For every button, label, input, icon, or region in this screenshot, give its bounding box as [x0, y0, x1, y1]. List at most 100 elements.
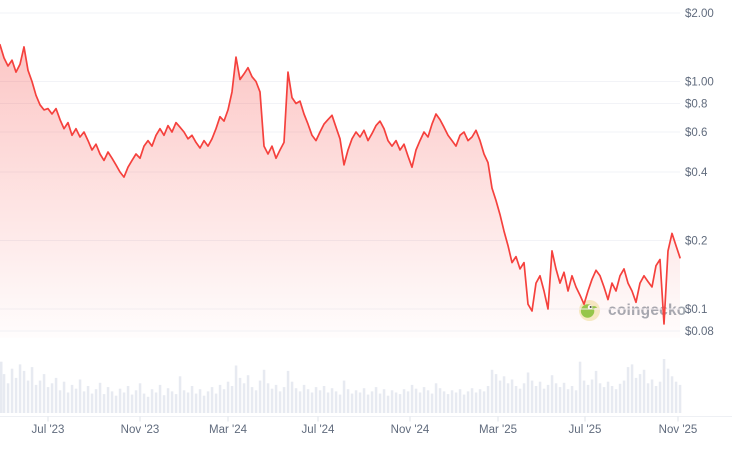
volume-bar [642, 369, 646, 413]
volume-bar [486, 386, 490, 413]
volume-bar [414, 388, 418, 413]
volume-bar [70, 384, 74, 413]
volume-bar [42, 374, 46, 413]
volume-bar [494, 374, 498, 413]
volume-bar [606, 381, 610, 413]
x-axis-label: Nov '24 [391, 424, 430, 436]
x-axis-label: Nov '23 [121, 424, 160, 436]
volume-bar [346, 389, 350, 413]
volume-bar [82, 391, 86, 413]
volume-bar [614, 389, 618, 413]
volume-bar [646, 383, 650, 413]
volume-bar [662, 359, 666, 413]
volume-bar [670, 376, 674, 413]
volume-bar [526, 372, 530, 413]
volume-bar [370, 391, 374, 413]
price-line [0, 43, 681, 325]
volume-bar [170, 391, 174, 413]
volume-bar [0, 361, 3, 413]
volume-bar [306, 389, 310, 413]
volume-bar [54, 377, 58, 413]
volume-bar [402, 389, 406, 413]
volume-bar [130, 394, 134, 413]
volume-bar [182, 390, 186, 413]
y-axis-label: $0.1 [685, 304, 707, 316]
volume-bar [2, 374, 6, 413]
volume-bar [94, 389, 98, 413]
volume-bar [518, 388, 522, 413]
volume-bar [366, 394, 370, 413]
volume-bar [322, 386, 326, 413]
volume-bar [234, 365, 238, 413]
volume-bar [62, 381, 66, 413]
volume-bar [162, 395, 166, 413]
volume-bar [378, 393, 382, 413]
volume-bar [210, 387, 214, 413]
volume-bar [118, 388, 122, 413]
volume-bar [110, 391, 114, 413]
volume-bar [194, 393, 198, 413]
volume-bar [530, 380, 534, 413]
volume-bar [550, 375, 554, 413]
volume-bar [358, 392, 362, 413]
volume-bar [386, 395, 390, 413]
volume-bar [398, 394, 402, 413]
volume-bar [74, 388, 78, 413]
volume-bar [426, 390, 430, 413]
volume-bar [154, 392, 158, 413]
volume-bar [186, 392, 190, 413]
volume-bar [634, 377, 638, 413]
volume-bar [638, 374, 642, 413]
volume-bar [510, 379, 514, 413]
volume-bar [294, 388, 298, 413]
volume-bar [238, 377, 242, 413]
volume-bar [582, 380, 586, 413]
volume-bar [282, 387, 286, 413]
volume-bar [86, 386, 90, 413]
volume-bar [134, 390, 138, 413]
volume-bar [254, 390, 258, 413]
volume-bar [102, 394, 106, 413]
volume-bar [538, 381, 542, 413]
volume-bar [342, 380, 346, 413]
volume-bar [26, 380, 30, 413]
x-axis-label: Jul '24 [302, 424, 335, 436]
volume-bar [18, 364, 22, 413]
volume-bar [318, 390, 322, 413]
x-axis-label: Mar '25 [479, 424, 517, 436]
volume-bar [158, 384, 162, 413]
volume-bar [246, 375, 250, 413]
volume-bar [650, 379, 654, 413]
volume-bar [22, 370, 26, 413]
volume-bar [146, 396, 150, 413]
volume-bar [450, 390, 454, 413]
volume-bar [126, 386, 130, 413]
volume-bar [6, 383, 10, 413]
volume-bar [466, 391, 470, 413]
x-axis-label: Jul '25 [569, 424, 602, 436]
volume-bar [498, 380, 502, 413]
volume-bar [462, 394, 466, 413]
volume-bar [434, 383, 438, 413]
x-axis-label: Nov '25 [659, 424, 698, 436]
volume-bar [666, 368, 670, 413]
volume-bar [214, 393, 218, 413]
volume-bar [598, 383, 602, 413]
y-axis-label: $1.00 [685, 77, 714, 89]
volume-bar [178, 376, 182, 413]
volume-bar [482, 391, 486, 413]
volume-bar [574, 390, 578, 413]
volume-bar [354, 390, 358, 413]
volume-bar [602, 387, 606, 413]
volume-bar [190, 386, 194, 413]
volume-bar [626, 367, 630, 413]
volume-bar [622, 380, 626, 413]
volume-bar [218, 384, 222, 413]
volume-bar [98, 382, 102, 413]
volume-bar [150, 389, 154, 413]
volume-bar [174, 394, 178, 413]
volume-bar [362, 388, 366, 413]
volume-bar [590, 379, 594, 413]
